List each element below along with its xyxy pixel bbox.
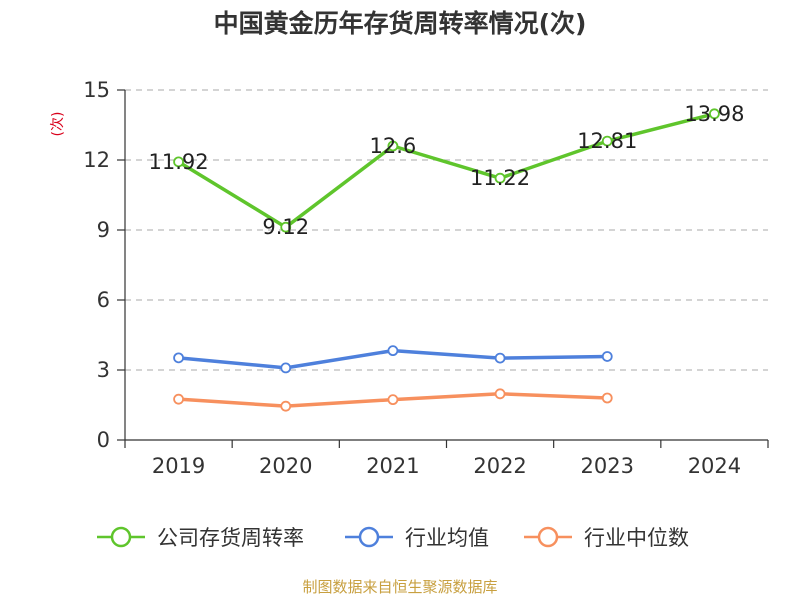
data-label: 12.6	[370, 134, 417, 158]
x-tick-label: 2023	[581, 454, 634, 478]
data-point[interactable]	[494, 172, 506, 184]
data-label: 9.12	[262, 215, 309, 239]
data-point[interactable]	[173, 352, 184, 364]
y-tick-label: 6	[97, 288, 110, 312]
data-point[interactable]	[709, 108, 720, 120]
legend-label: 行业中位数	[584, 526, 689, 550]
x-tick-label: 2020	[259, 454, 312, 478]
data-point[interactable]	[387, 394, 399, 406]
source-note: 制图数据来自恒生聚源数据库	[302, 578, 497, 596]
series-3	[173, 388, 613, 412]
data-label: 11.22	[470, 166, 530, 190]
series-1	[173, 108, 720, 233]
series-line	[176, 112, 717, 229]
data-point[interactable]	[494, 352, 506, 364]
data-label: 12.81	[577, 129, 637, 153]
y-tick-label: 12	[83, 148, 110, 172]
data-point[interactable]	[601, 135, 613, 147]
data-point[interactable]	[280, 221, 292, 233]
legend-item-3[interactable]: 行业中位数	[524, 526, 689, 550]
data-point[interactable]	[280, 400, 292, 412]
data-point[interactable]	[601, 392, 613, 404]
axis-layer: 0 3 6 9 12 15 2019 2020 2021 2022 2023 2024	[83, 78, 769, 478]
x-tick-label: 2024	[688, 454, 741, 478]
data-point[interactable]	[601, 351, 613, 362]
y-axis-label: (次)	[50, 112, 66, 137]
y-tick-label: 0	[97, 428, 110, 452]
x-tick-label: 2022	[473, 454, 526, 478]
legend-item-1[interactable]: 公司存货周转率	[97, 526, 304, 550]
series-layer	[173, 108, 720, 412]
data-label-layer: 11.92 9.12 12.6 11.22 12.81 13.98	[149, 102, 745, 239]
data-point[interactable]	[173, 393, 184, 405]
data-point[interactable]	[387, 345, 399, 357]
y-tick-label: 3	[97, 358, 110, 382]
data-label: 13.98	[684, 102, 744, 126]
data-point[interactable]	[173, 156, 184, 168]
y-tick-label: 9	[97, 218, 110, 242]
x-tick-label: 2021	[366, 454, 419, 478]
legend[interactable]: 公司存货周转率 行业均值 行业中位数	[97, 526, 689, 550]
legend-marker	[358, 526, 380, 548]
data-point[interactable]	[280, 362, 292, 374]
legend-marker	[110, 526, 132, 548]
legend-marker	[537, 526, 559, 548]
series-2	[173, 345, 613, 374]
data-point[interactable]	[494, 388, 506, 400]
legend-label: 公司存货周转率	[157, 526, 304, 550]
data-point[interactable]	[387, 140, 399, 152]
legend-label: 行业均值	[405, 526, 489, 550]
legend-item-2[interactable]: 行业均值	[345, 526, 489, 550]
y-tick-label: 15	[83, 78, 110, 102]
grid-layer	[125, 89, 768, 371]
chart-title: 中国黄金历年存货周转率情况(次)	[214, 9, 587, 38]
x-tick-label: 2019	[152, 454, 205, 478]
data-label: 11.92	[149, 150, 209, 174]
